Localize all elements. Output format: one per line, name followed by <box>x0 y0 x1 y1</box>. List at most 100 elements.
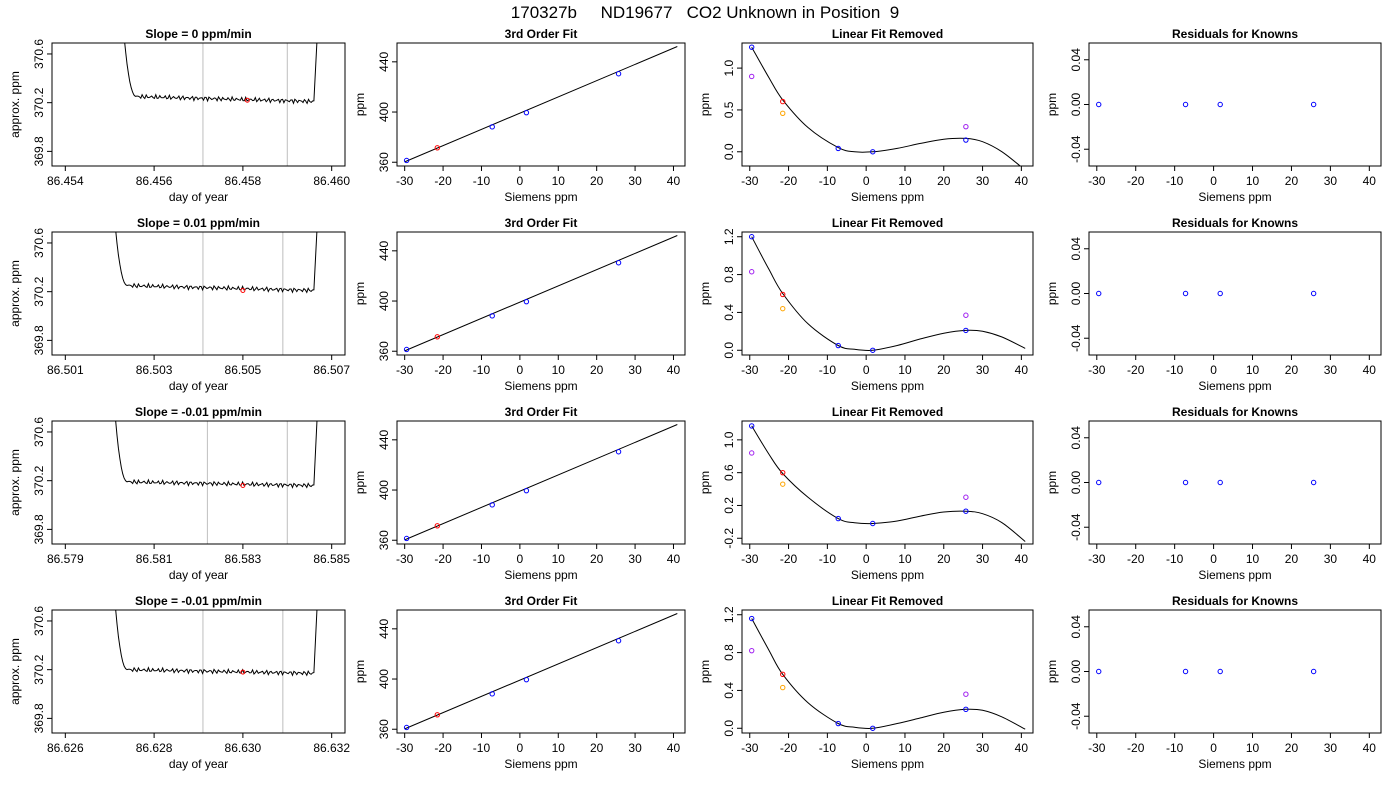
x-axis-label: day of year <box>169 568 228 582</box>
x-tick-label: -30 <box>741 741 759 755</box>
y-tick-label: 0.04 <box>1069 48 1083 72</box>
y-axis-label: ppm <box>698 93 712 116</box>
x-tick-label: -30 <box>741 174 759 188</box>
data-point-8 <box>963 312 969 318</box>
plot-area <box>1096 290 1317 297</box>
x-tick-label: 0 <box>863 552 870 566</box>
x-tick-label: -30 <box>1088 174 1106 188</box>
plot-frame <box>741 231 1034 356</box>
x-tick-label: 0 <box>517 174 524 188</box>
x-tick-label: 30 <box>976 363 990 377</box>
y-axis-label: ppm <box>698 660 712 683</box>
y-axis-label: approx. ppm <box>8 638 22 705</box>
x-tick-label: 0 <box>863 363 870 377</box>
x-tick-label: -10 <box>1166 552 1184 566</box>
y-tick-label: -0.2 <box>722 528 736 549</box>
x-tick-label: -10 <box>819 552 837 566</box>
y-tick-label: 0.5 <box>722 101 736 118</box>
data-point-8 <box>963 123 969 130</box>
x-tick-label: 40 <box>1015 552 1029 566</box>
y-tick-label: 1.2 <box>722 228 736 245</box>
panel-title: 3rd Order Fit <box>505 405 578 419</box>
panel-title: Residuals for Knowns <box>1172 27 1298 41</box>
x-tick-label: 0 <box>1210 363 1217 377</box>
x-tick-label: 30 <box>976 741 990 755</box>
data-point-5 <box>615 638 622 644</box>
x-tick-label: 86.454 <box>47 174 84 188</box>
data-point-2 <box>749 269 755 275</box>
x-tick-label: 20 <box>590 174 604 188</box>
data-point-3 <box>780 671 786 678</box>
data-point-3 <box>780 98 786 105</box>
x-tick-label: 40 <box>1363 741 1377 755</box>
x-axis-label: Siemens ppm <box>1198 190 1271 204</box>
x-tick-label: -20 <box>434 741 452 755</box>
y-tick-label: 400 <box>377 669 391 689</box>
fit-line <box>404 235 678 352</box>
panel-title: Slope = 0.01 ppm/min <box>137 216 260 230</box>
data-point-4 <box>523 109 530 116</box>
data-point-3 <box>489 691 495 697</box>
data-point-2 <box>434 523 441 529</box>
data-point-4 <box>780 481 786 487</box>
data-point-5 <box>615 449 622 455</box>
plot-frame <box>396 231 686 356</box>
data-point-3 <box>489 502 495 508</box>
x-tick-label: 10 <box>898 552 912 566</box>
x-axis-label: Siemens ppm <box>1198 379 1271 393</box>
data-trace <box>115 232 318 294</box>
x-tick-label: 86.579 <box>47 552 84 566</box>
y-tick-label: 0.2 <box>722 497 736 514</box>
y-tick-label: 0.8 <box>722 644 736 661</box>
x-tick-label: -30 <box>741 363 759 377</box>
x-tick-label: 10 <box>898 174 912 188</box>
x-tick-label: 20 <box>937 741 951 755</box>
data-point-4 <box>780 684 786 691</box>
panel-title: Linear Fit Removed <box>832 27 943 41</box>
data-point-6 <box>870 347 876 353</box>
y-axis-label: ppm <box>698 471 712 494</box>
data-point-3 <box>1217 479 1223 486</box>
panel-r4-c3: -30 -20 -10 0 10 20 30 40 0.0 0.4 0.8 1.2 Linear Fit… <box>698 594 1034 771</box>
x-tick-label: 40 <box>1363 552 1377 566</box>
plot-area <box>124 43 318 166</box>
data-point-3 <box>1217 290 1223 297</box>
data-point-1 <box>749 615 755 622</box>
data-point-6 <box>870 725 876 731</box>
data-point-2 <box>434 712 441 718</box>
panel-r2-c3: -30 -20 -10 0 10 20 30 40 0.0 0.4 0.8 1.2 Linear Fit… <box>698 216 1034 393</box>
y-tick-label: 1.0 <box>722 431 736 448</box>
y-tick-label: -0.04 <box>1069 702 1083 730</box>
x-tick-label: 10 <box>552 552 566 566</box>
y-tick-label: 0.4 <box>722 682 736 699</box>
x-axis-label: Siemens ppm <box>504 757 577 771</box>
plot-frame <box>396 42 686 167</box>
x-tick-label: 86.632 <box>313 741 350 755</box>
x-tick-label: 40 <box>1363 174 1377 188</box>
panel-r3-c1: 86.579 86.581 86.583 86.585 369.8 370.2 370.6 S… <box>8 405 350 582</box>
x-tick-label: 86.501 <box>47 363 84 377</box>
y-tick-label: 370.6 <box>32 417 46 447</box>
panel-r3-c2: -30 -20 -10 0 10 20 30 40 360 400 440 3rd Order Fit… <box>353 405 686 582</box>
data-point-7 <box>963 508 969 514</box>
x-axis-label: Siemens ppm <box>504 568 577 582</box>
x-tick-label: -20 <box>780 363 798 377</box>
x-tick-label: 86.503 <box>136 363 173 377</box>
x-tick-label: 40 <box>1363 363 1377 377</box>
plot-area <box>1096 101 1317 108</box>
x-tick-label: -30 <box>1088 363 1106 377</box>
x-tick-label: 86.585 <box>313 552 350 566</box>
y-tick-label: 0.00 <box>1069 659 1083 683</box>
y-axis-label: ppm <box>1045 282 1059 305</box>
data-point-5 <box>615 260 622 266</box>
panel-r3-c3: -30 -20 -10 0 10 20 30 40 -0.2 0.2 0.6 1.0 Linear Fi… <box>698 405 1034 582</box>
plot-frame <box>741 420 1034 545</box>
y-tick-label: 1.0 <box>722 59 736 76</box>
x-tick-label: 0 <box>517 552 524 566</box>
x-tick-label: 30 <box>1324 741 1338 755</box>
y-tick-label: 400 <box>377 102 391 122</box>
x-tick-label: 30 <box>976 174 990 188</box>
y-tick-label: 360 <box>377 719 391 739</box>
y-tick-label: 0.04 <box>1069 615 1083 639</box>
y-tick-label: 360 <box>377 530 391 550</box>
